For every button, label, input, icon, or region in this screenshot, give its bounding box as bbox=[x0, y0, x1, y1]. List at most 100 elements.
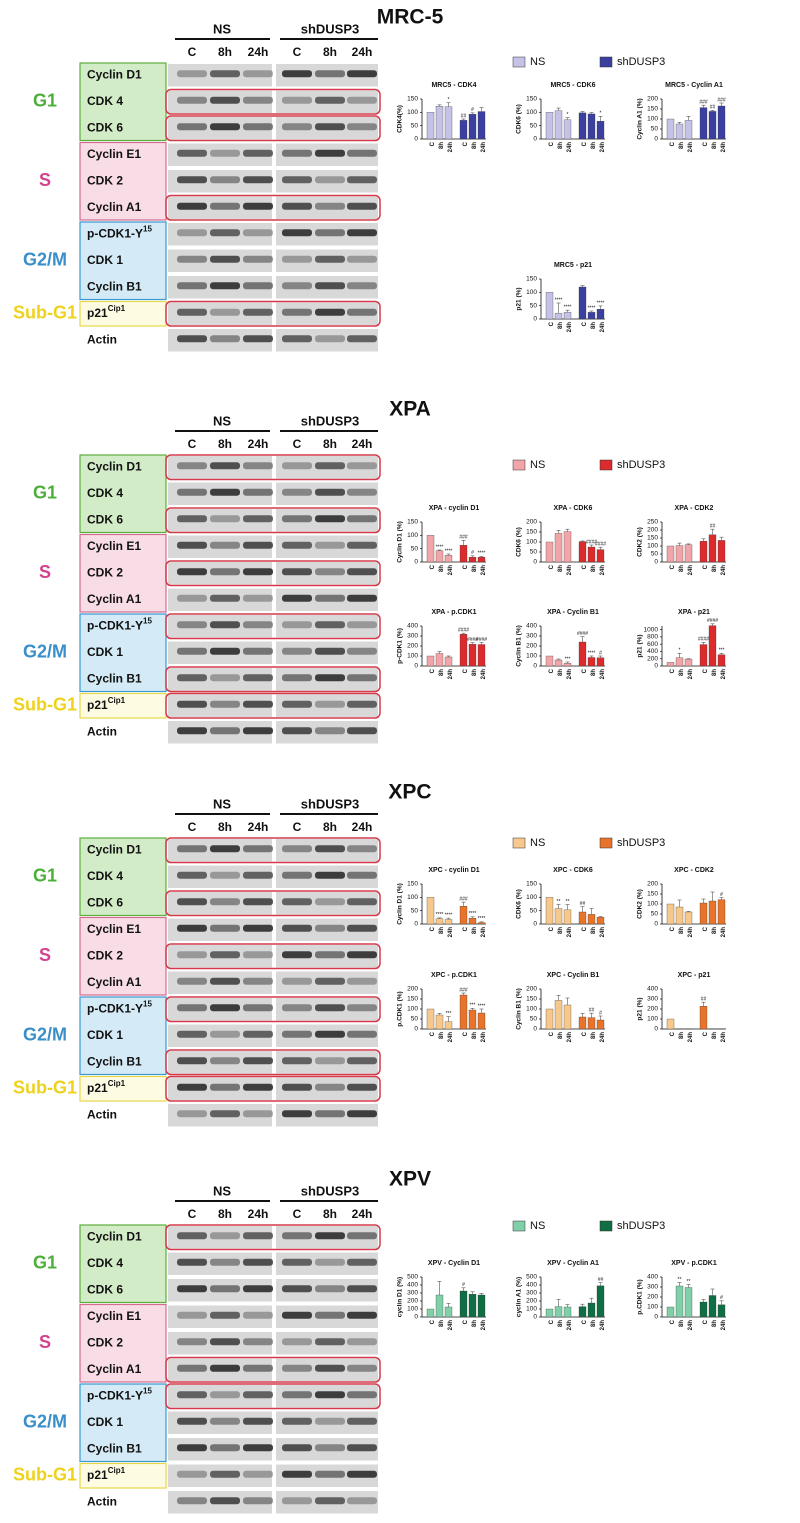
blot-band bbox=[243, 568, 273, 576]
x-tick-label: 8h bbox=[439, 1032, 445, 1039]
y-axis-label: p21 (%) bbox=[516, 287, 523, 310]
blot-strip bbox=[276, 562, 378, 585]
bar bbox=[684, 1287, 693, 1318]
chart-title: MRC5 - CDK4 bbox=[431, 82, 476, 89]
legend-swatch bbox=[512, 459, 526, 471]
y-tick-label: 0 bbox=[414, 136, 418, 143]
x-tick-label: 8h bbox=[712, 1320, 718, 1327]
bar bbox=[545, 897, 554, 925]
chart-title: XPC - Cyclin B1 bbox=[547, 972, 600, 979]
y-tick-label: 100 bbox=[526, 894, 537, 901]
legend-swatch bbox=[599, 459, 613, 471]
blot-band bbox=[177, 255, 207, 263]
blot-band bbox=[177, 568, 207, 576]
y-tick-label: 300 bbox=[407, 633, 418, 640]
blot-band bbox=[177, 1364, 207, 1372]
blot-band bbox=[282, 515, 312, 523]
x-tick-label: C bbox=[582, 564, 588, 569]
x-tick-label: 24h bbox=[448, 927, 454, 938]
protein-label: CDK 4 bbox=[87, 486, 123, 500]
bar bbox=[459, 905, 468, 925]
blot-strip bbox=[168, 1252, 272, 1275]
phase-label: S bbox=[39, 562, 51, 582]
protein-name: p-CDK1-Y bbox=[87, 226, 143, 240]
x-tick-label: C bbox=[670, 1319, 676, 1324]
bar bbox=[717, 540, 726, 563]
phase-box bbox=[79, 221, 167, 301]
bar bbox=[563, 531, 572, 563]
blot-band bbox=[282, 568, 312, 576]
lane-label: 8h bbox=[323, 45, 337, 59]
x-tick-label: 8h bbox=[439, 1320, 445, 1327]
highlight-box bbox=[165, 666, 381, 693]
bar bbox=[699, 1006, 708, 1030]
blot-band bbox=[282, 951, 312, 959]
x-tick-label: 24h bbox=[448, 565, 454, 576]
x-tick-label: 8h bbox=[472, 1320, 478, 1327]
protein-sup: Cip1 bbox=[108, 696, 126, 705]
x-tick-label: 8h bbox=[439, 142, 445, 149]
y-tick-label: 50 bbox=[530, 549, 538, 556]
legend-label: NS bbox=[530, 837, 545, 849]
highlight-box bbox=[165, 890, 381, 917]
phase-label: G1 bbox=[33, 866, 57, 886]
blot-band bbox=[210, 70, 240, 78]
significance-label: *** bbox=[565, 656, 571, 662]
significance-label: * bbox=[600, 111, 602, 117]
y-tick-label: 200 bbox=[647, 881, 658, 888]
bar bbox=[666, 1306, 675, 1318]
x-tick-label: C bbox=[703, 668, 709, 673]
bar bbox=[459, 545, 468, 563]
blot-band bbox=[282, 1110, 312, 1118]
bar bbox=[468, 644, 477, 667]
bar bbox=[708, 1295, 717, 1318]
x-tick-label: C bbox=[463, 141, 469, 146]
blot-band bbox=[177, 1470, 207, 1478]
y-axis-label: Cyclin B1 (%) bbox=[516, 625, 523, 667]
bar bbox=[684, 658, 693, 667]
bar bbox=[477, 557, 486, 563]
blot-band bbox=[315, 176, 345, 184]
significance-label: ### bbox=[459, 896, 468, 902]
blot-band bbox=[177, 282, 207, 290]
blot-band bbox=[315, 898, 345, 906]
blot-band bbox=[282, 700, 312, 708]
highlight-box bbox=[165, 996, 381, 1023]
protein-name: CDK 4 bbox=[87, 869, 123, 883]
protein-sup: 15 bbox=[143, 1386, 152, 1395]
bar bbox=[666, 545, 675, 563]
x-tick-label: 24h bbox=[600, 1032, 606, 1043]
blot-band bbox=[282, 176, 312, 184]
y-tick-label: 500 bbox=[526, 1274, 537, 1281]
x-tick-label: 8h bbox=[472, 927, 478, 934]
phase-label: G1 bbox=[33, 483, 57, 503]
blot-strip bbox=[276, 1252, 378, 1275]
blot-band bbox=[177, 229, 207, 237]
protein-label: Cyclin E1 bbox=[87, 539, 141, 553]
significance-label: **** bbox=[445, 912, 453, 918]
blot-band bbox=[177, 1057, 207, 1065]
protein-label: Cyclin A1 bbox=[87, 1362, 142, 1376]
blot-band bbox=[347, 568, 377, 576]
blot-band bbox=[243, 1470, 273, 1478]
blot-band bbox=[347, 1110, 377, 1118]
protein-label: Cyclin D1 bbox=[87, 1229, 142, 1243]
lane-label: C bbox=[188, 45, 197, 59]
y-tick-label: 200 bbox=[407, 1298, 418, 1305]
blot-band bbox=[315, 1110, 345, 1118]
blot-band bbox=[210, 488, 240, 496]
y-tick-label: 100 bbox=[407, 532, 418, 539]
y-tick-label: 50 bbox=[411, 1016, 419, 1023]
protein-name: p-CDK1-Y bbox=[87, 618, 143, 632]
blot-band bbox=[315, 229, 345, 237]
y-tick-label: 100 bbox=[647, 543, 658, 550]
blot-band bbox=[210, 1057, 240, 1065]
blot-band bbox=[243, 845, 273, 853]
bar bbox=[675, 545, 684, 563]
blot-band bbox=[315, 96, 345, 104]
y-tick-label: 100 bbox=[647, 116, 658, 123]
x-tick-label: 8h bbox=[558, 142, 564, 149]
blot-strip bbox=[276, 1077, 378, 1100]
blot-band bbox=[210, 727, 240, 735]
blot-band bbox=[243, 1057, 273, 1065]
